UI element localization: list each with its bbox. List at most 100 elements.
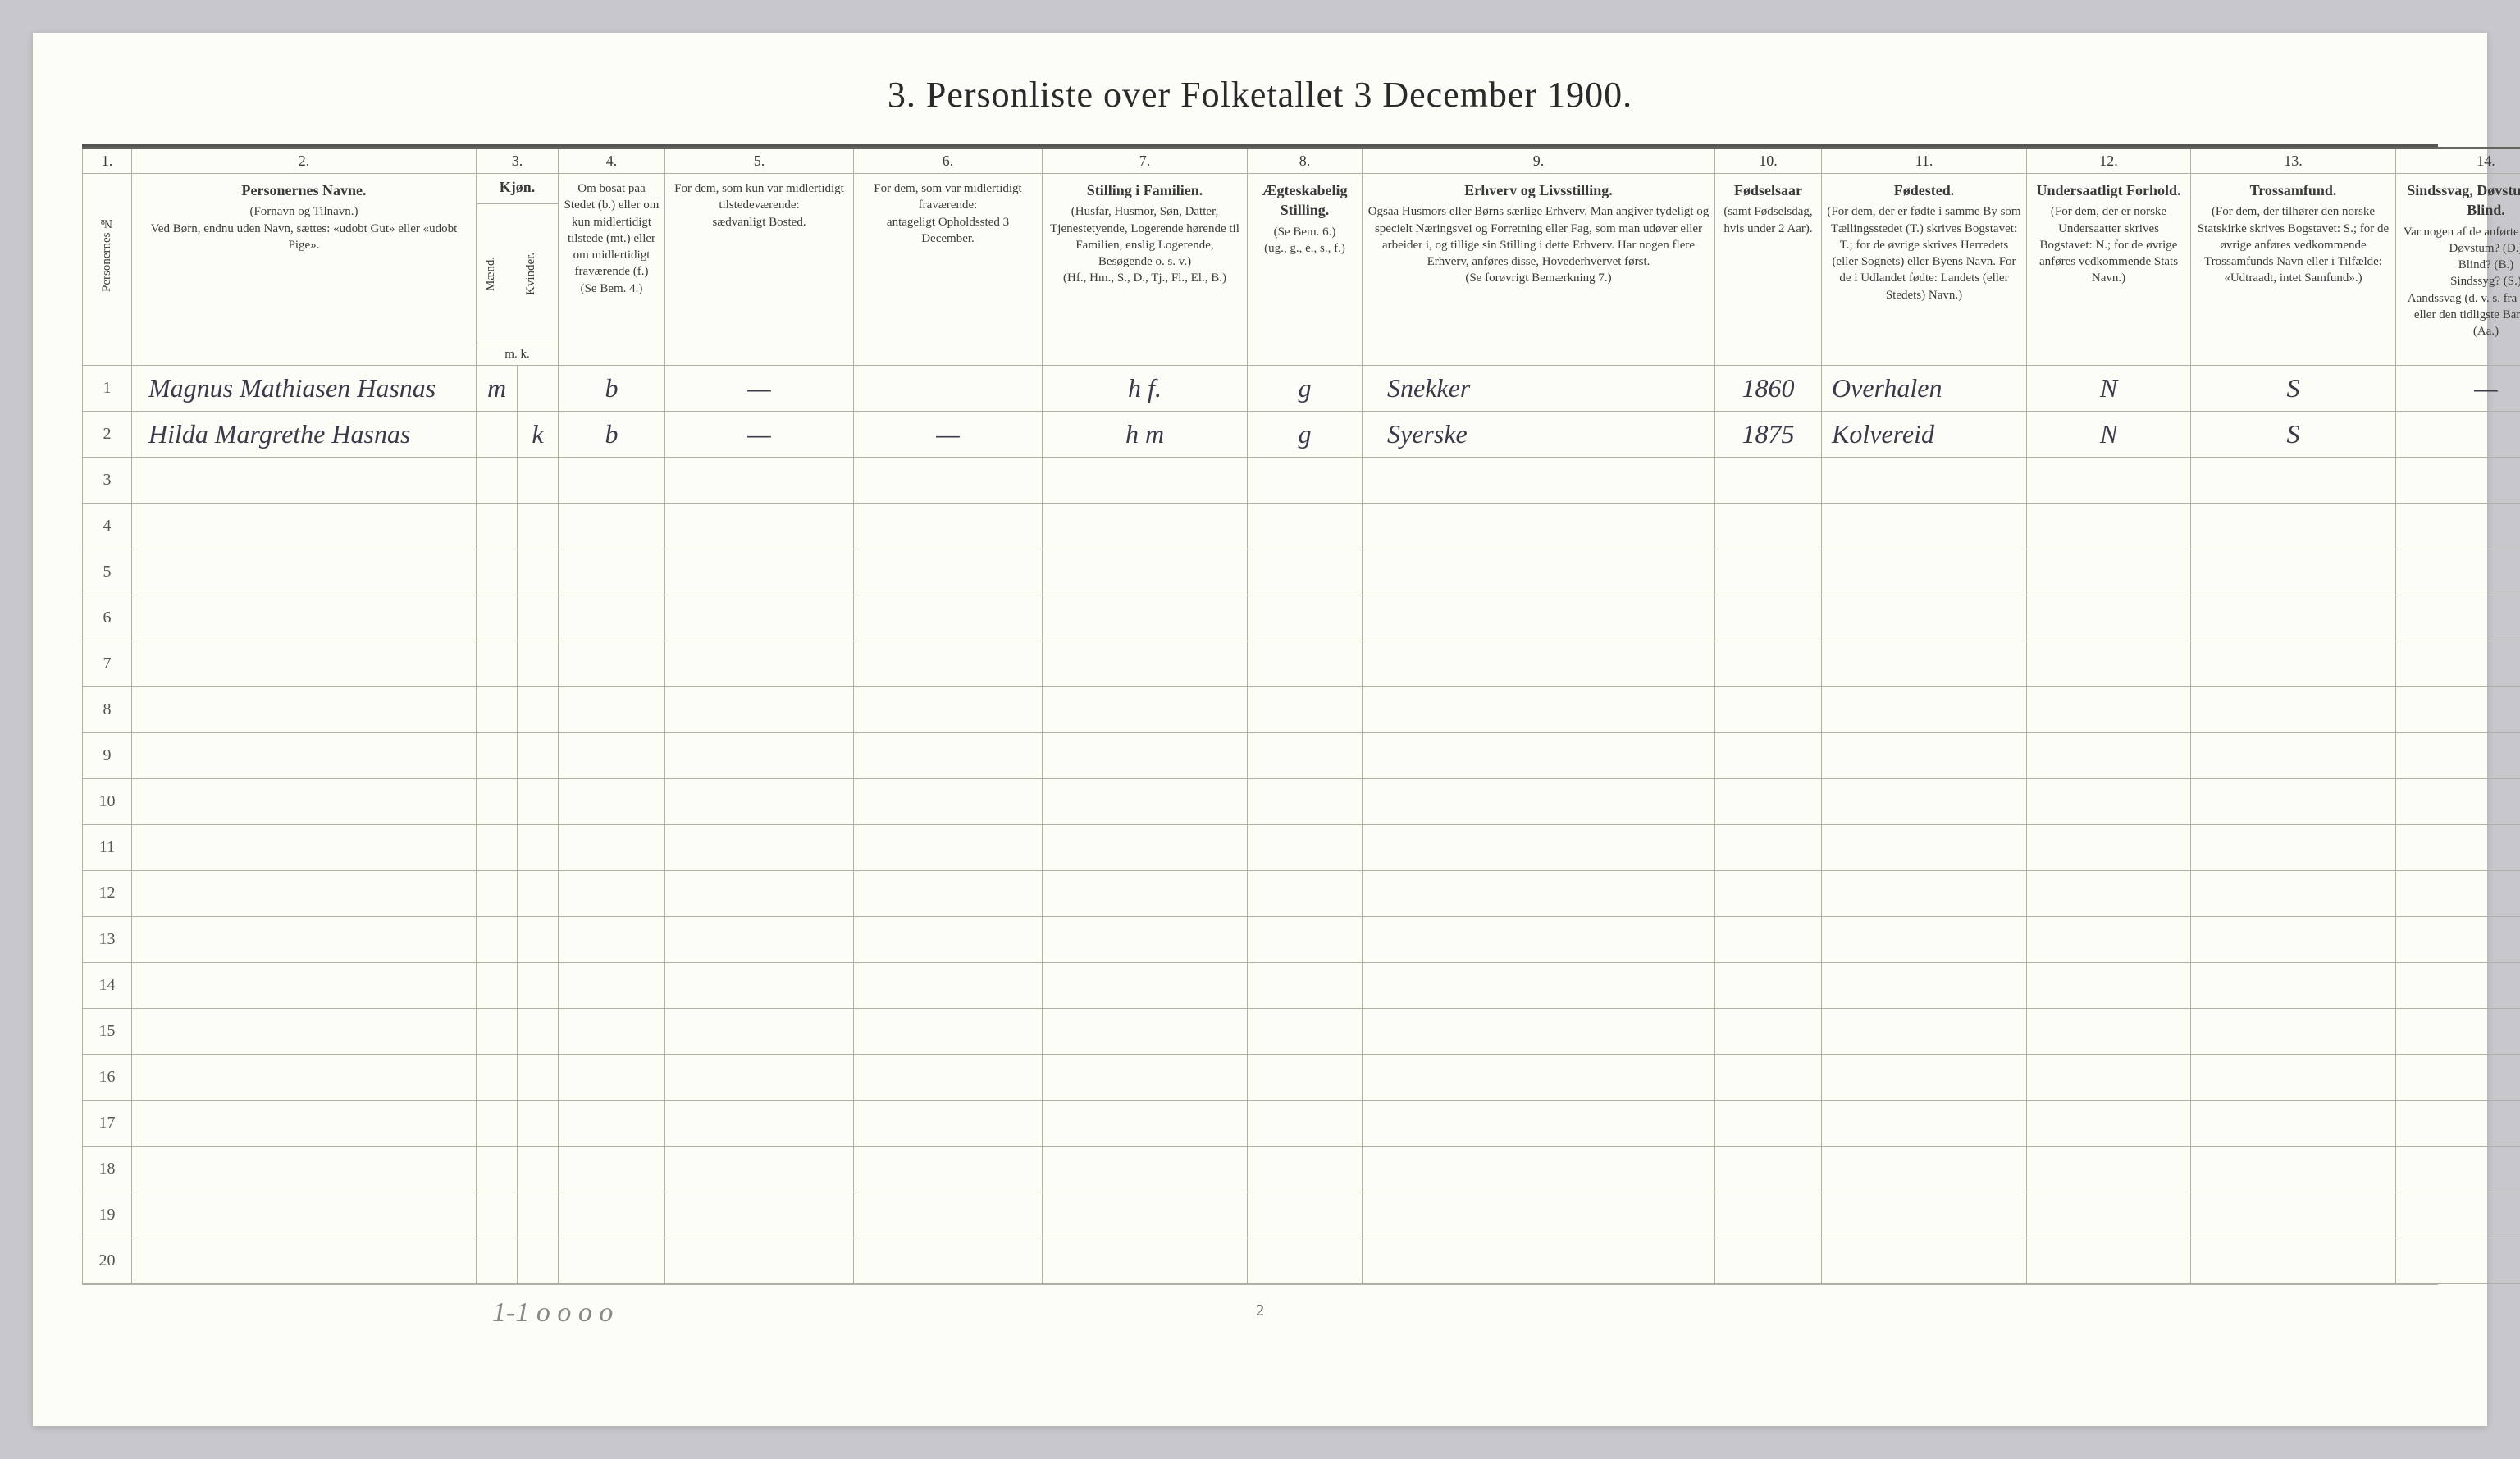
empty-cell xyxy=(132,824,477,870)
empty-cell xyxy=(1715,1146,1822,1192)
header-birth-year: Fødselsaar (samt Fødselsdag, hvis under … xyxy=(1715,174,1822,366)
empty-cell xyxy=(2191,595,2396,641)
empty-cell xyxy=(1715,1192,1822,1238)
empty-cell xyxy=(665,1100,854,1146)
empty-cell xyxy=(518,641,559,686)
empty-cell xyxy=(132,778,477,824)
empty-cell xyxy=(854,1146,1043,1192)
row-number: 9 xyxy=(83,732,132,778)
empty-cell xyxy=(477,778,518,824)
empty-cell xyxy=(1822,778,2027,824)
header-occupation: Erhverv og Livsstilling. Ogsaa Husmors e… xyxy=(1363,174,1715,366)
empty-cell xyxy=(2191,1238,2396,1283)
empty-cell xyxy=(477,1054,518,1100)
cell-temp-absent: — xyxy=(854,411,1043,457)
empty-cell xyxy=(2191,824,2396,870)
empty-cell xyxy=(2396,686,2520,732)
empty-cell xyxy=(1043,916,1248,962)
table-row-empty: 4 xyxy=(83,503,2520,549)
empty-cell xyxy=(1043,457,1248,503)
empty-cell xyxy=(2396,549,2520,595)
row-number: 5 xyxy=(83,549,132,595)
empty-cell xyxy=(132,1192,477,1238)
table-row: 2 Hilda Margrethe Hasnas k b — — h m g S… xyxy=(83,411,2520,457)
table-header: 1. 2. 3. 4. 5. 6. 7. 8. 9. 10. 11. 12. 1… xyxy=(83,148,2520,366)
cell-residence: b xyxy=(559,411,665,457)
empty-cell xyxy=(2396,1146,2520,1192)
col-num-3: 3. xyxy=(477,148,559,174)
empty-cell xyxy=(2191,1192,2396,1238)
empty-cell xyxy=(1715,1054,1822,1100)
empty-cell xyxy=(2396,1054,2520,1100)
empty-cell xyxy=(1822,457,2027,503)
empty-cell xyxy=(1715,1008,1822,1054)
header-sex: Kjøn. Mænd. Kvinder. m. k. xyxy=(477,174,559,366)
header-birthplace: Fødested. (For dem, der er fødte i samme… xyxy=(1822,174,2027,366)
empty-cell xyxy=(1822,595,2027,641)
empty-cell xyxy=(477,1146,518,1192)
empty-cell xyxy=(665,1192,854,1238)
empty-cell xyxy=(1248,1054,1363,1100)
empty-cell xyxy=(2396,457,2520,503)
cell-birthplace: Overhalen xyxy=(1822,365,2027,411)
empty-cell xyxy=(2396,1238,2520,1283)
empty-cell xyxy=(854,549,1043,595)
empty-cell xyxy=(1248,1100,1363,1146)
empty-cell xyxy=(1363,641,1715,686)
header-temp-present: For dem, som kun var midlertidigt tilste… xyxy=(665,174,854,366)
empty-cell xyxy=(1248,1238,1363,1283)
empty-cell xyxy=(1043,686,1248,732)
empty-cell xyxy=(518,1238,559,1283)
cell-family-pos: h m xyxy=(1043,411,1248,457)
empty-cell xyxy=(477,870,518,916)
empty-cell xyxy=(1043,1146,1248,1192)
empty-cell xyxy=(665,457,854,503)
empty-cell xyxy=(1822,1054,2027,1100)
empty-cell xyxy=(2191,962,2396,1008)
row-number: 7 xyxy=(83,641,132,686)
col-num-12: 12. xyxy=(2027,148,2191,174)
empty-cell xyxy=(1363,732,1715,778)
empty-cell xyxy=(1363,778,1715,824)
empty-cell xyxy=(1363,1100,1715,1146)
empty-cell xyxy=(1715,732,1822,778)
empty-cell xyxy=(854,1192,1043,1238)
empty-cell xyxy=(2396,732,2520,778)
empty-cell xyxy=(1043,1008,1248,1054)
empty-cell xyxy=(559,549,665,595)
empty-cell xyxy=(132,503,477,549)
empty-cell xyxy=(1248,686,1363,732)
cell-disability xyxy=(2396,411,2520,457)
table-row-empty: 19 xyxy=(83,1192,2520,1238)
empty-cell xyxy=(1822,686,2027,732)
empty-cell xyxy=(1363,686,1715,732)
empty-cell xyxy=(665,595,854,641)
empty-cell xyxy=(559,1238,665,1283)
table-row-empty: 16 xyxy=(83,1054,2520,1100)
empty-cell xyxy=(854,916,1043,962)
header-person-no: Personernes № xyxy=(83,174,132,366)
empty-cell xyxy=(132,457,477,503)
col-num-10: 10. xyxy=(1715,148,1822,174)
row-number: 16 xyxy=(83,1054,132,1100)
row-number: 20 xyxy=(83,1238,132,1283)
empty-cell xyxy=(2191,732,2396,778)
empty-cell xyxy=(559,641,665,686)
empty-cell xyxy=(2396,778,2520,824)
empty-cell xyxy=(518,549,559,595)
row-number: 17 xyxy=(83,1100,132,1146)
cell-birth-year: 1875 xyxy=(1715,411,1822,457)
empty-cell xyxy=(1363,503,1715,549)
empty-cell xyxy=(132,732,477,778)
cell-disability: — xyxy=(2396,365,2520,411)
empty-cell xyxy=(477,824,518,870)
empty-cell xyxy=(559,1100,665,1146)
cell-nationality: N xyxy=(2027,365,2191,411)
empty-cell xyxy=(2191,1100,2396,1146)
empty-cell xyxy=(2191,778,2396,824)
cell-sex-m: m xyxy=(477,365,518,411)
col-num-13: 13. xyxy=(2191,148,2396,174)
empty-cell xyxy=(132,916,477,962)
empty-cell xyxy=(1715,503,1822,549)
row-number: 12 xyxy=(83,870,132,916)
